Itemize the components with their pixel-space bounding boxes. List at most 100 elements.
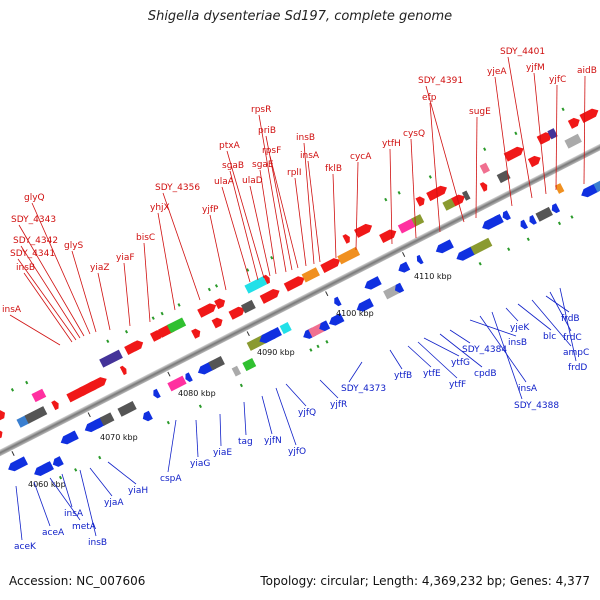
gene-dot bbox=[207, 287, 211, 292]
gene-label-reverse: yiaG bbox=[190, 459, 210, 469]
gene-label-reverse: yjaA bbox=[104, 498, 124, 508]
gene-feature bbox=[551, 203, 561, 214]
gene-label-forward: SDY_4343 bbox=[11, 215, 56, 225]
gene-label-forward: cycA bbox=[350, 152, 372, 162]
gene-label-forward: yhjX bbox=[150, 203, 170, 213]
gene-dot bbox=[10, 388, 15, 392]
gene-leader-line bbox=[355, 161, 359, 251]
gene-label-forward: insB bbox=[296, 133, 315, 143]
gene-label-reverse: aceK bbox=[14, 542, 37, 552]
gene-feature bbox=[529, 215, 537, 225]
gene-leader-line bbox=[307, 160, 321, 263]
gene-leader-line bbox=[410, 138, 417, 239]
gene-label-forward: ytfH bbox=[382, 139, 401, 149]
gene-dot bbox=[507, 247, 511, 252]
gene-leader-line bbox=[533, 72, 547, 195]
gene-feature bbox=[0, 429, 3, 440]
gene-label-reverse: yjeK bbox=[510, 323, 530, 333]
gene-feature bbox=[337, 246, 361, 265]
gene-leader-line bbox=[507, 56, 533, 199]
gene-feature bbox=[99, 412, 115, 426]
gene-feature bbox=[88, 377, 107, 392]
gene-feature bbox=[142, 410, 153, 422]
scale-tick bbox=[167, 371, 171, 377]
gene-leader-line bbox=[31, 202, 91, 335]
gene-label-reverse: ytfF bbox=[449, 380, 466, 390]
gene-leader-line bbox=[469, 319, 517, 337]
gene-feature bbox=[416, 254, 424, 265]
gene-feature bbox=[41, 462, 53, 473]
gene-leader-line bbox=[423, 337, 460, 357]
gene-leader-line bbox=[449, 329, 471, 344]
scale-tick-label: 4080 kbp bbox=[178, 389, 216, 398]
gene-feature bbox=[364, 276, 382, 290]
gene-leader-line bbox=[226, 150, 265, 279]
gene-dot bbox=[570, 215, 574, 219]
gene-feature bbox=[231, 365, 242, 377]
gene-dot bbox=[124, 329, 129, 334]
gene-feature bbox=[241, 299, 256, 314]
gene-label-reverse: ytfE bbox=[423, 369, 441, 379]
scale-tick bbox=[325, 291, 329, 297]
gene-feature bbox=[502, 210, 511, 221]
gene-label-forward: insA bbox=[2, 305, 22, 315]
gene-label-reverse: yjfO bbox=[288, 447, 306, 457]
gene-feature bbox=[119, 365, 127, 376]
gene-feature bbox=[211, 317, 223, 329]
gene-feature bbox=[470, 237, 493, 255]
gene-dot bbox=[478, 261, 482, 266]
gene-feature bbox=[411, 214, 425, 227]
gene-leader-line bbox=[15, 485, 23, 541]
gene-dot bbox=[325, 340, 329, 344]
gene-label-forward: glyQ bbox=[24, 193, 45, 203]
gene-label-forward: yiaZ bbox=[90, 263, 110, 273]
gene-leader-line bbox=[167, 419, 177, 473]
gene-label-reverse: SDY_4388 bbox=[514, 401, 559, 411]
gene-label-forward: SDY_4401 bbox=[500, 47, 545, 57]
gene-label-reverse: SDY_4373 bbox=[341, 384, 386, 394]
gene-feature bbox=[259, 289, 280, 304]
gene-label-reverse: yiaH bbox=[128, 486, 148, 496]
gene-leader-line bbox=[221, 186, 251, 283]
scale-tick-label: 4070 kbp bbox=[100, 433, 138, 442]
gene-leader-line bbox=[285, 383, 307, 407]
gene-leader-line bbox=[249, 185, 271, 277]
gene-feature bbox=[167, 375, 187, 392]
scale-tick-label: 4090 kbp bbox=[257, 348, 295, 357]
gene-feature bbox=[197, 303, 217, 318]
gene-feature bbox=[394, 282, 405, 293]
gene-label-reverse: ytfG bbox=[451, 358, 470, 368]
gene-leader-line bbox=[583, 75, 586, 185]
gene-leader-line bbox=[107, 461, 137, 485]
gene-dot bbox=[428, 175, 432, 179]
gene-leader-line bbox=[407, 345, 432, 368]
gene-feature bbox=[354, 223, 373, 238]
gene-feature bbox=[31, 388, 47, 403]
gene-label-reverse: yjfR bbox=[330, 400, 347, 410]
gene-leader-line bbox=[219, 413, 222, 447]
gene-label-forward: fklB bbox=[325, 164, 342, 174]
gene-feature bbox=[228, 306, 245, 320]
gene-label-forward: sugE bbox=[469, 107, 491, 117]
gene-leader-line bbox=[491, 311, 523, 400]
gene-feature bbox=[479, 182, 488, 192]
gene-leader-line bbox=[17, 258, 77, 341]
gene-feature bbox=[263, 274, 270, 285]
gene-feature bbox=[520, 219, 528, 230]
scale-tick-label: 4110 kbp bbox=[414, 272, 452, 281]
gene-feature bbox=[547, 128, 558, 140]
gene-feature bbox=[214, 298, 226, 310]
gene-label-reverse: frdD bbox=[568, 363, 587, 373]
gene-label-forward: ulaA bbox=[214, 177, 235, 187]
gene-dot bbox=[177, 303, 181, 307]
gene-leader-line bbox=[429, 102, 441, 233]
gene-label-forward: ptxA bbox=[219, 141, 241, 151]
gene-label-reverse: yjfN bbox=[264, 436, 282, 446]
gene-label-reverse: cspA bbox=[160, 474, 182, 484]
gene-leader-line bbox=[243, 401, 247, 436]
gene-dot bbox=[151, 316, 155, 320]
gene-feature bbox=[117, 401, 137, 417]
gene-feature bbox=[567, 117, 580, 129]
gene-dot bbox=[397, 191, 401, 195]
